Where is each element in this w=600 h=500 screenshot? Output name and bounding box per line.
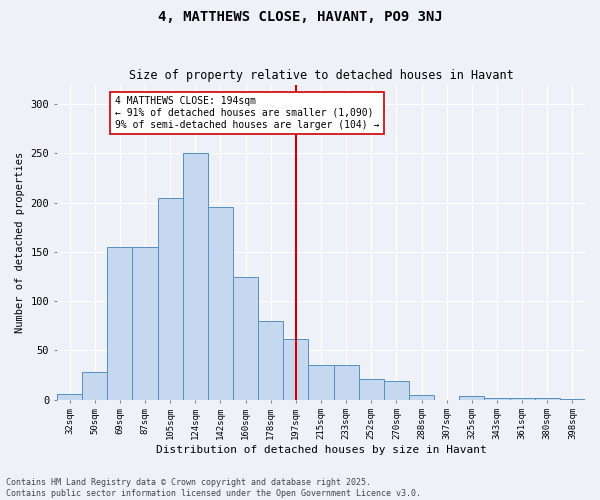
Bar <box>233 276 258 400</box>
Bar <box>535 398 560 400</box>
Bar <box>283 338 308 400</box>
Bar <box>258 321 283 400</box>
Bar <box>560 398 585 400</box>
Title: Size of property relative to detached houses in Havant: Size of property relative to detached ho… <box>128 69 514 82</box>
Bar <box>384 381 409 400</box>
Bar <box>459 396 484 400</box>
X-axis label: Distribution of detached houses by size in Havant: Distribution of detached houses by size … <box>155 445 487 455</box>
Text: 4 MATTHEWS CLOSE: 194sqm
← 91% of detached houses are smaller (1,090)
9% of semi: 4 MATTHEWS CLOSE: 194sqm ← 91% of detach… <box>115 96 379 130</box>
Y-axis label: Number of detached properties: Number of detached properties <box>15 152 25 332</box>
Bar <box>208 206 233 400</box>
Text: Contains HM Land Registry data © Crown copyright and database right 2025.
Contai: Contains HM Land Registry data © Crown c… <box>6 478 421 498</box>
Bar <box>158 198 182 400</box>
Bar <box>182 154 208 400</box>
Bar <box>484 398 509 400</box>
Bar <box>308 365 334 400</box>
Bar <box>409 394 434 400</box>
Bar <box>57 394 82 400</box>
Bar <box>133 247 158 400</box>
Bar <box>359 379 384 400</box>
Text: 4, MATTHEWS CLOSE, HAVANT, PO9 3NJ: 4, MATTHEWS CLOSE, HAVANT, PO9 3NJ <box>158 10 442 24</box>
Bar <box>107 247 133 400</box>
Bar <box>334 365 359 400</box>
Bar <box>82 372 107 400</box>
Bar <box>509 398 535 400</box>
